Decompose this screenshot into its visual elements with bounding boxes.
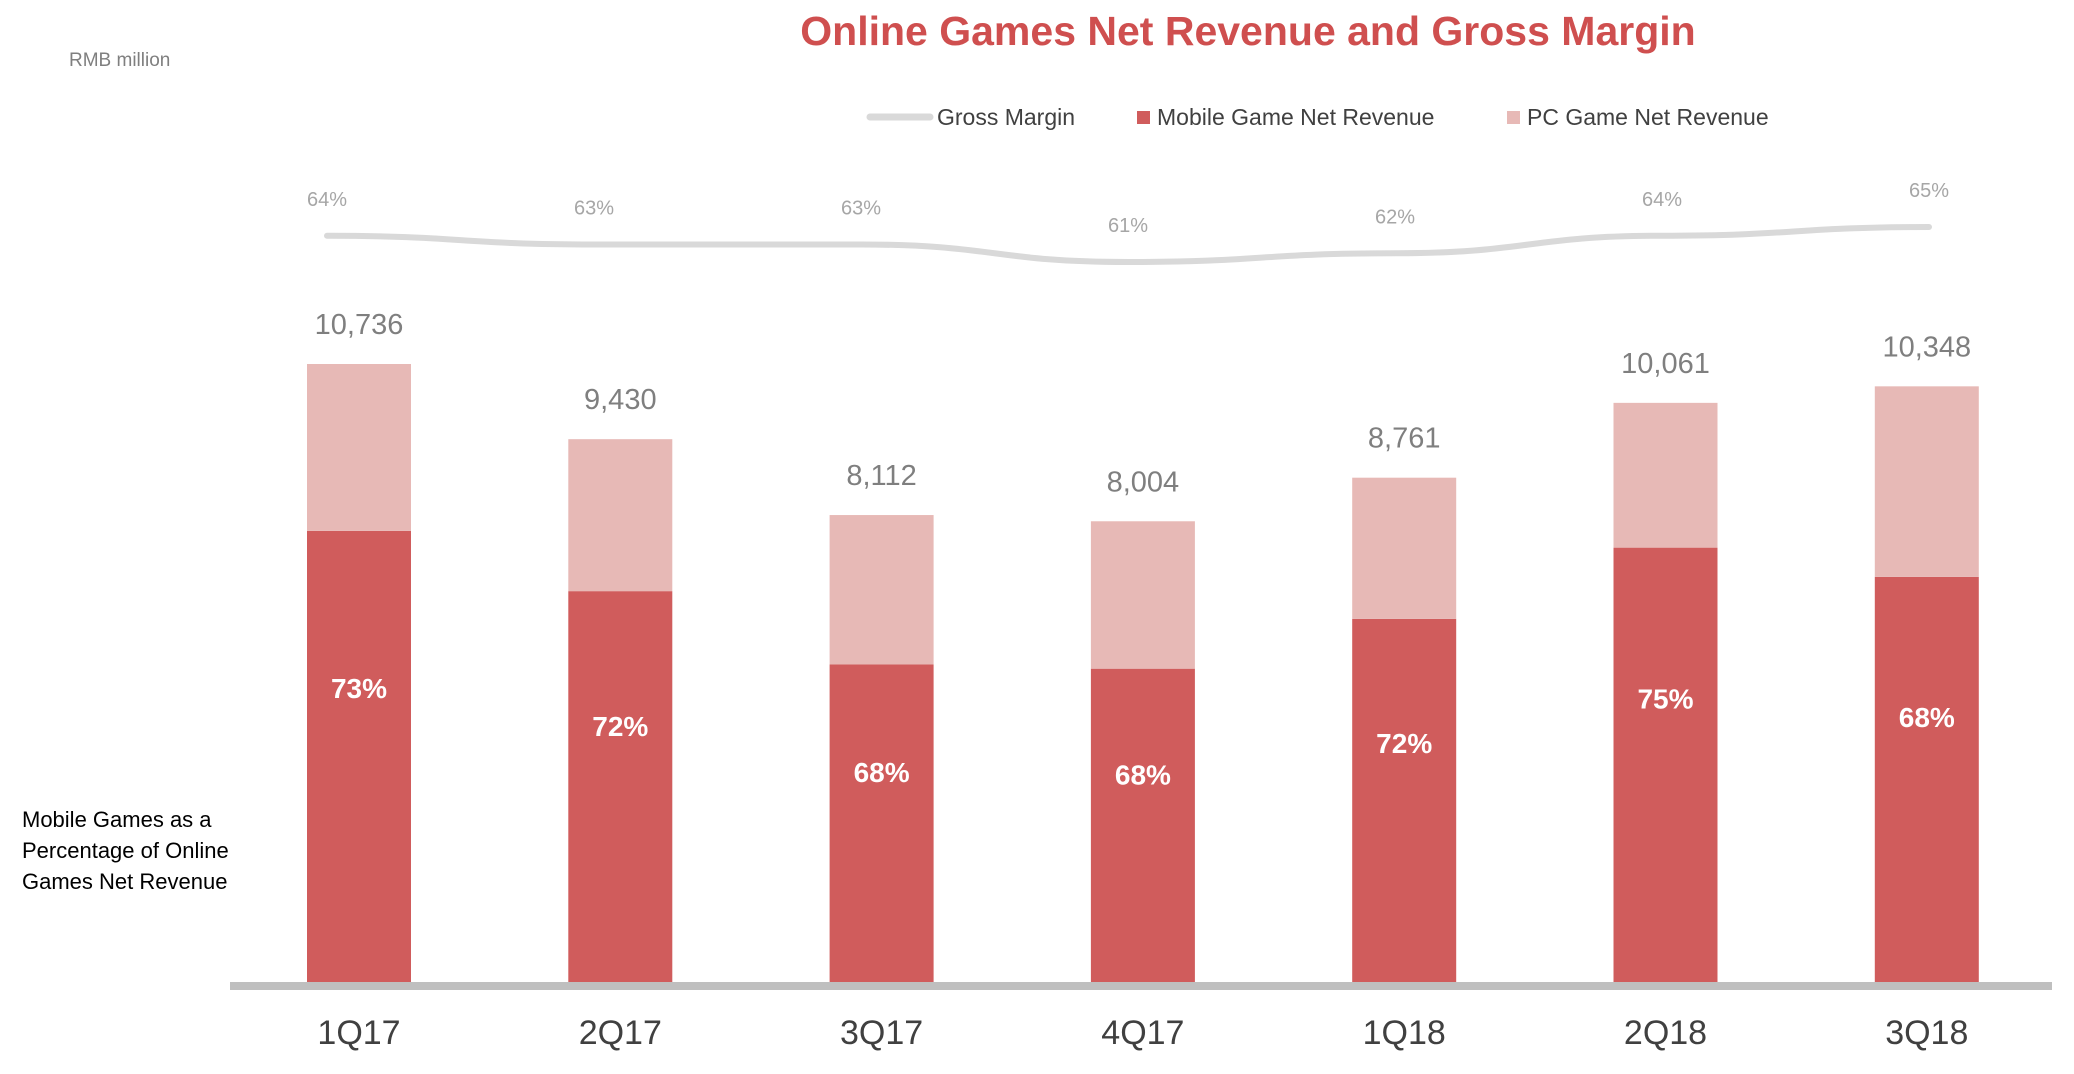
total-label-3q17: 8,112 (846, 460, 916, 492)
unit-label: RMB million (69, 50, 170, 71)
x-tick-4q17: 4Q17 (1101, 1014, 1184, 1052)
gross-margin-label-2q18: 64% (1642, 189, 1682, 211)
bar-pc-2q18 (1613, 402, 1718, 548)
gross-margin-label-3q17: 63% (841, 198, 881, 220)
bar-pc-1q17 (307, 364, 411, 531)
bars-group (307, 364, 1979, 982)
x-tick-labels: 1Q17 2Q17 3Q17 4Q17 1Q18 2Q18 3Q18 (317, 1014, 1968, 1052)
legend-mobile-swatch (1137, 111, 1150, 124)
bar-pc-3q18 (1874, 386, 1979, 577)
total-label-4q17: 8,004 (1107, 466, 1180, 498)
mobile-pct-label-3q17: 68% (854, 757, 910, 788)
gross-margin-group: 64% 63% 63% 61% 62% 64% 65% (307, 180, 1949, 266)
total-label-1q17: 10,736 (315, 309, 404, 341)
bar-mobile-3q17 (829, 664, 934, 982)
x-tick-1q18: 1Q18 (1363, 1014, 1446, 1052)
bar-pc-1q18 (1352, 477, 1457, 619)
total-label-2q18: 10,061 (1621, 348, 1710, 380)
total-label-1q18: 8,761 (1368, 423, 1441, 455)
bar-pc-2q17 (568, 439, 673, 592)
labels-group: 10,736 73% 9,430 72% 8,112 68% 8,004 68% 8,761 72… (315, 309, 1972, 791)
x-tick-3q18: 3Q18 (1885, 1014, 1968, 1052)
legend-gross-margin-label: Gross Margin (937, 104, 1075, 130)
gross-margin-label-1q17: 64% (307, 189, 347, 211)
x-tick-2q17: 2Q17 (579, 1014, 662, 1052)
chart-title: Online Games Net Revenue and Gross Margi… (800, 8, 1695, 54)
x-tick-1q17: 1Q17 (317, 1014, 400, 1052)
total-label-3q18: 10,348 (1882, 331, 1971, 363)
gross-margin-line (324, 224, 1932, 266)
x-tick-3q17: 3Q17 (840, 1014, 923, 1052)
mobile-share-note: Mobile Games as a Percentage of Online G… (22, 807, 229, 894)
mobile-pct-label-1q18: 72% (1376, 728, 1432, 759)
legend-pc-swatch (1507, 111, 1520, 124)
total-label-2q17: 9,430 (584, 384, 657, 416)
legend-pc-label: PC Game Net Revenue (1527, 104, 1769, 130)
bar-mobile-2q17 (568, 591, 673, 982)
mobile-pct-label-2q17: 72% (592, 711, 648, 742)
legend-mobile-label: Mobile Game Net Revenue (1157, 104, 1434, 130)
mobile-pct-label-4q17: 68% (1115, 760, 1171, 791)
mobile-pct-label-2q18: 75% (1637, 683, 1693, 714)
bar-mobile-3q18 (1874, 576, 1979, 982)
bar-mobile-4q17 (1090, 668, 1195, 982)
bar-mobile-1q17 (307, 530, 411, 982)
bar-mobile-2q18 (1613, 547, 1718, 982)
gross-margin-label-2q17: 63% (574, 198, 614, 220)
gross-margin-label-1q18: 62% (1375, 206, 1415, 228)
legend: Gross Margin Mobile Game Net Revenue PC … (866, 104, 1769, 130)
gross-margin-label-3q18: 65% (1909, 180, 1949, 202)
mobile-pct-label-3q18: 68% (1899, 702, 1955, 733)
bar-mobile-1q18 (1352, 618, 1457, 982)
bar-pc-3q17 (829, 515, 934, 665)
bar-pc-4q17 (1090, 521, 1195, 669)
gross-margin-label-4q17: 61% (1108, 215, 1148, 237)
mobile-pct-label-1q17: 73% (331, 673, 387, 704)
x-tick-2q18: 2Q18 (1624, 1014, 1707, 1052)
